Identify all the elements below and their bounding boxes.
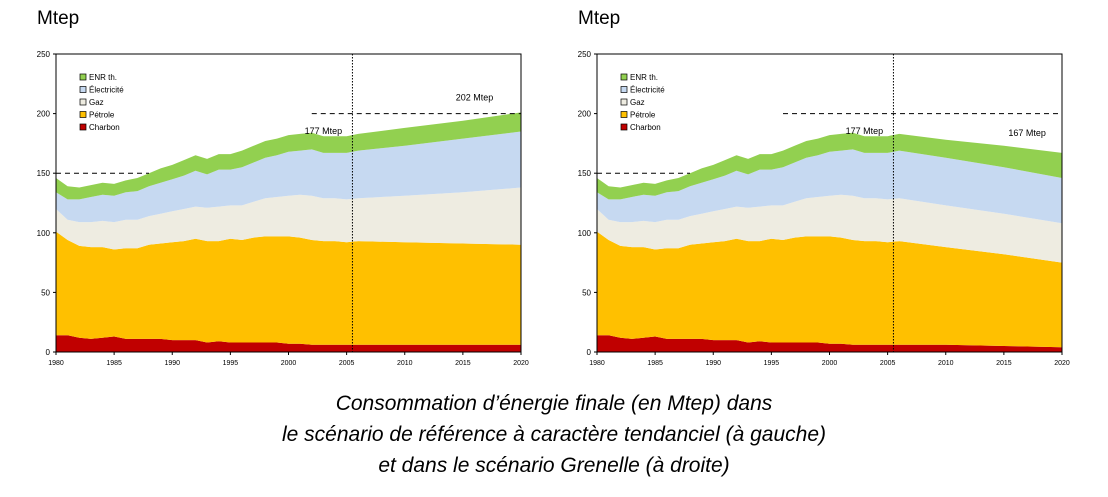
area-series-4 — [56, 112, 521, 200]
unit-label-right: Mtep — [578, 8, 621, 29]
annotation-label: 202 Mtep — [456, 92, 494, 102]
area-series-2 — [56, 187, 521, 250]
caption-line: Consommation d’énergie finale (en Mtep) … — [335, 392, 773, 415]
caption-line: et dans le scénario Grenelle (à droite) — [378, 454, 730, 477]
legend-swatch — [620, 73, 628, 81]
annotation-label: 177 Mtep — [846, 126, 884, 136]
legend-label: Gaz — [630, 98, 645, 107]
legend-label: Gaz — [89, 98, 104, 107]
x-tick-label: 1985 — [106, 360, 122, 367]
chart-grenelle-scenario: 0 50 100 150 200 250 1980 1985 1990 1995 2000 2005 2… — [578, 50, 1070, 367]
legend-swatch — [620, 98, 628, 106]
legend-swatch — [620, 111, 628, 118]
x-tick-label: 2015 — [455, 360, 471, 367]
y-tick-label: 200 — [578, 110, 592, 119]
y-tick-label: 200 — [37, 110, 51, 119]
legend-label: ENR th. — [630, 73, 658, 82]
legend-label: Charbon — [630, 123, 661, 132]
x-tick-label: 2005 — [880, 360, 896, 367]
figure-caption: Consommation d’énergie finale (en Mtep) … — [0, 388, 1108, 481]
y-tick-label: 0 — [587, 348, 592, 357]
x-tick-label: 1980 — [589, 360, 605, 367]
x-tick-label: 2015 — [996, 360, 1012, 367]
y-tick-label: 50 — [41, 288, 50, 297]
legend-label: Pétrole — [630, 111, 656, 120]
x-tick-label: 1995 — [223, 360, 239, 367]
area-series-1 — [597, 231, 1062, 348]
area-series-2 — [597, 194, 1062, 263]
legend-swatch — [79, 111, 87, 118]
x-tick-label: 2020 — [513, 360, 529, 367]
legend-label: Électricité — [630, 86, 665, 95]
x-tick-label: 1980 — [48, 360, 64, 367]
area-series-1 — [56, 231, 521, 345]
legend-label: Charbon — [89, 123, 120, 132]
y-tick-label: 250 — [37, 50, 51, 59]
legend-label: ENR th. — [89, 73, 117, 82]
area-series-0 — [597, 335, 1062, 352]
legend-swatch — [620, 86, 628, 93]
y-tick-label: 100 — [37, 229, 51, 238]
x-tick-label: 2020 — [1054, 360, 1070, 367]
area-series-4 — [597, 132, 1062, 200]
legend-swatch — [79, 73, 87, 81]
unit-label-left: Mtep — [37, 8, 80, 29]
x-tick-label: 1990 — [705, 360, 721, 367]
legend-swatch — [79, 98, 87, 106]
area-series-0 — [56, 335, 521, 352]
x-tick-label: 2010 — [397, 360, 413, 367]
annotation-label: 167 Mtep — [1008, 128, 1046, 138]
x-tick-label: 2000 — [822, 360, 838, 367]
legend-label: Pétrole — [89, 111, 115, 120]
caption-line: le scénario de référence à caractère ten… — [282, 423, 826, 446]
y-tick-label: 0 — [46, 348, 51, 357]
x-tick-label: 2010 — [938, 360, 954, 367]
x-tick-label: 1985 — [647, 360, 663, 367]
legend-label: Électricité — [89, 86, 124, 95]
x-tick-label: 1990 — [164, 360, 180, 367]
x-tick-label: 2000 — [281, 360, 297, 367]
y-tick-label: 150 — [37, 169, 51, 178]
legend-swatch — [620, 123, 628, 131]
legend-swatch — [79, 123, 87, 131]
area-series-3 — [597, 149, 1062, 224]
x-tick-label: 1995 — [764, 360, 780, 367]
y-tick-label: 250 — [578, 50, 592, 59]
y-tick-label: 150 — [578, 169, 592, 178]
y-tick-label: 100 — [578, 229, 592, 238]
legend-swatch — [79, 86, 87, 93]
y-tick-label: 50 — [582, 288, 591, 297]
chart-reference-scenario: 0 50 100 150 200 250 1980 1985 1990 1995 2000 2005 2… — [37, 50, 529, 367]
area-series-3 — [56, 131, 521, 223]
x-tick-label: 2005 — [339, 360, 355, 367]
annotation-label: 177 Mtep — [305, 126, 343, 136]
